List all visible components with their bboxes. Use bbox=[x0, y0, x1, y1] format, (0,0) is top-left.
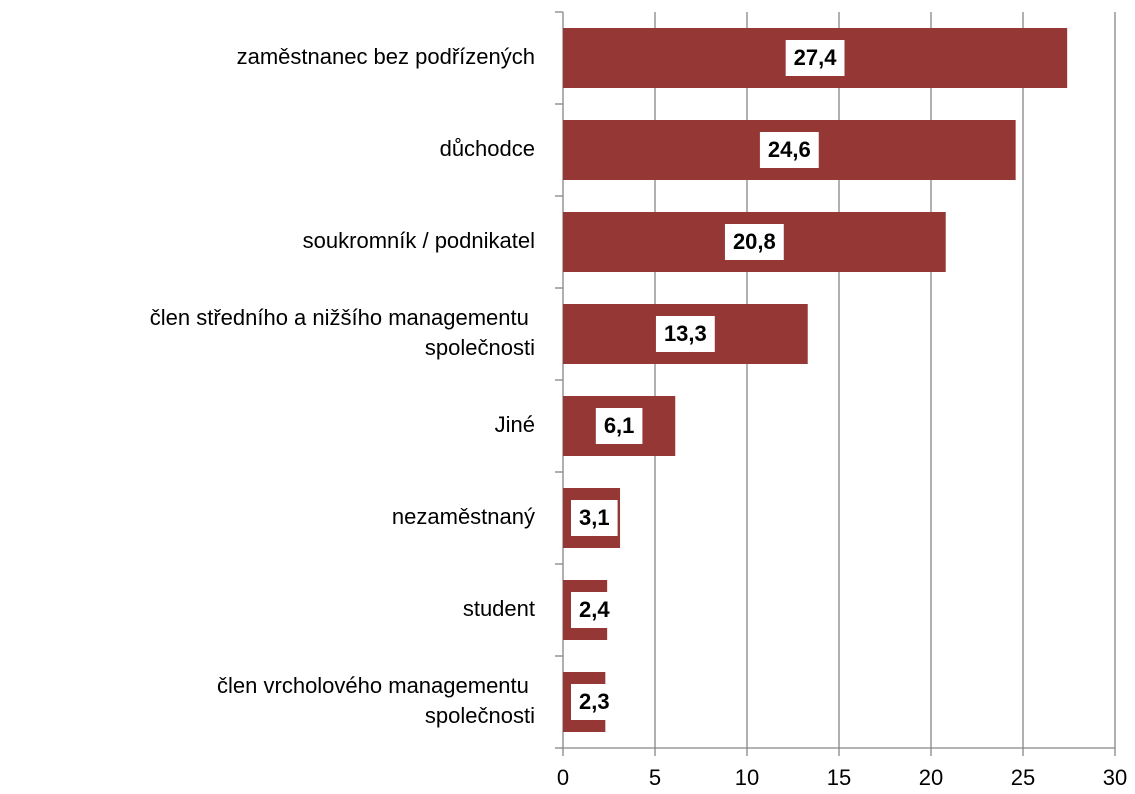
data-label: 2,3 bbox=[579, 689, 610, 714]
data-label: 13,3 bbox=[664, 321, 707, 346]
y-tick-label: zaměstnanec bez podřízených bbox=[237, 44, 535, 69]
label-line: soukromník / podnikatel bbox=[303, 228, 535, 253]
data-label-box bbox=[785, 40, 845, 76]
label-line: student bbox=[463, 596, 535, 621]
data-label: 2,4 bbox=[579, 597, 610, 622]
x-tick-label: 30 bbox=[1103, 765, 1127, 790]
data-label-box bbox=[595, 408, 643, 444]
data-label-box bbox=[724, 224, 784, 260]
label-line: společnosti bbox=[425, 335, 535, 360]
x-tick-label: 20 bbox=[919, 765, 943, 790]
data-label-box bbox=[571, 500, 618, 536]
x-tick-label: 25 bbox=[1011, 765, 1035, 790]
data-label: 6,1 bbox=[604, 413, 635, 438]
label-line: člen vrcholového managementu bbox=[217, 673, 535, 698]
data-label: 24,6 bbox=[768, 137, 811, 162]
y-tick-label: Jiné bbox=[495, 412, 535, 437]
x-tick-label: 5 bbox=[649, 765, 661, 790]
data-label: 3,1 bbox=[579, 505, 610, 530]
label-line: Jiné bbox=[495, 412, 535, 437]
data-label-box bbox=[759, 132, 819, 168]
y-tick-label: člen středního a nižšího managementu spo… bbox=[150, 305, 535, 360]
x-tick-label: 15 bbox=[827, 765, 851, 790]
label-line: důchodce bbox=[440, 136, 535, 161]
data-label-box bbox=[571, 684, 618, 720]
x-tick-label: 0 bbox=[557, 765, 569, 790]
data-label-box bbox=[655, 316, 715, 352]
y-tick-label: důchodce bbox=[440, 136, 535, 161]
data-label: 20,8 bbox=[733, 229, 776, 254]
label-line: společnosti bbox=[425, 703, 535, 728]
x-tick-label: 10 bbox=[735, 765, 759, 790]
label-line: nezaměstnaný bbox=[392, 504, 535, 529]
y-tick-label: nezaměstnaný bbox=[392, 504, 535, 529]
y-tick-label: člen vrcholového managementu společnosti bbox=[217, 673, 535, 728]
y-tick-label: soukromník / podnikatel bbox=[303, 228, 535, 253]
y-tick-label: student bbox=[463, 596, 535, 621]
label-line: člen středního a nižšího managementu bbox=[150, 305, 535, 330]
data-label: 27,4 bbox=[794, 45, 838, 70]
label-line: zaměstnanec bez podřízených bbox=[237, 44, 535, 69]
data-label-box bbox=[571, 592, 618, 628]
